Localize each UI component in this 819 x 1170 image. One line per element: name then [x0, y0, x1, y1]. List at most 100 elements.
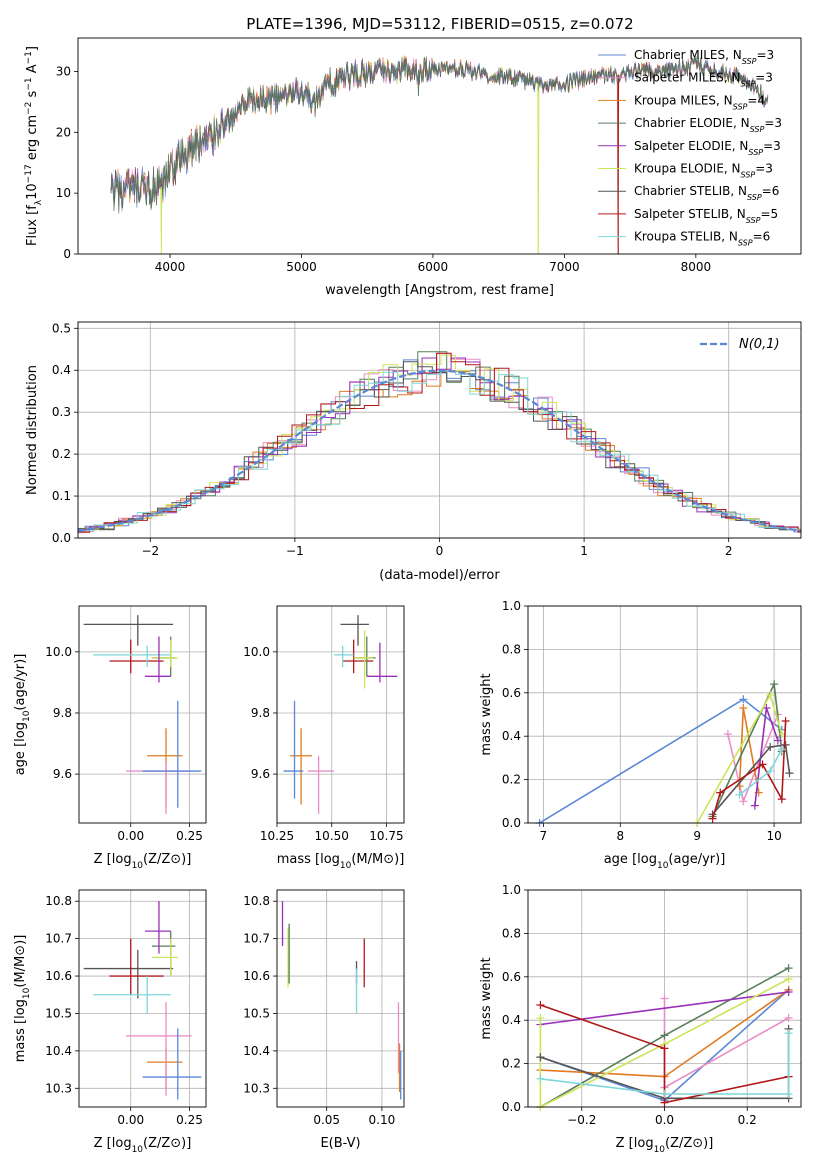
label-part: −1: [24, 51, 34, 64]
series-point: [784, 974, 793, 983]
x-tick-label: 10: [766, 829, 781, 843]
y-axis-label: Normed distribution: [25, 365, 40, 495]
series-point: [766, 766, 775, 775]
series-point: [766, 743, 775, 752]
legend-model: Salpeter STELIB, N: [634, 207, 746, 221]
series-point: [773, 736, 782, 745]
series-point: [784, 1029, 793, 1038]
label-part: 10: [654, 1145, 666, 1155]
series-point: [784, 964, 793, 973]
x-tick-label: −2: [141, 544, 159, 558]
legend-sub: SSP: [750, 125, 765, 134]
label-part: s: [25, 90, 40, 101]
legend-entry: Kroupa MILES, NSSP=4: [634, 93, 765, 111]
series-point: [536, 1001, 545, 1010]
series-line-chabrier-stelib: [711, 743, 791, 815]
label-part: Z [log: [616, 1136, 654, 1151]
x-tick-label: 6000: [418, 260, 449, 274]
spectrum-line-chabrier-elodie: [110, 56, 769, 214]
legend-sub: SSP: [742, 57, 757, 66]
series-point: [716, 788, 725, 797]
legend-sub: SSP: [733, 102, 748, 111]
x-tick-label: 0.2: [738, 1113, 757, 1127]
series-point: [777, 795, 786, 804]
y-axis-label: age [log10(age/yr)]: [13, 654, 32, 776]
x-tick-label: 10.75: [369, 829, 403, 843]
axes-frame: [527, 889, 802, 1108]
legend-sub: SSP: [741, 79, 756, 88]
x-tick-label: 4000: [155, 260, 186, 274]
x-axis-label: (data-model)/error: [379, 568, 500, 583]
x-tick-label: 0.10: [369, 1113, 396, 1127]
series-point: [781, 740, 790, 749]
y-tick-label: 10.3: [45, 1081, 72, 1095]
legend-nssp: =3: [756, 48, 774, 62]
label-part: mass [log: [277, 852, 340, 867]
label-part: (Z/Z⊙)]: [665, 1136, 713, 1151]
series-point: [750, 801, 759, 810]
y-tick-label: 10.4: [243, 1044, 270, 1058]
y-tick-label: 10: [56, 186, 71, 200]
legend-nssp: =3: [763, 139, 781, 153]
series-point: [660, 1089, 669, 1098]
y-tick-label: 10.8: [45, 894, 72, 908]
label-part: −1: [24, 77, 34, 90]
label-part: (M/M⊙)]: [351, 852, 404, 867]
legend-model: Kroupa ELODIE, N: [634, 162, 741, 176]
y-tick-label: 0.4: [502, 729, 521, 743]
spectrum-panel: 4000 5000 6000 7000 8000 0 10 20 30 wavelength [A…: [24, 37, 802, 298]
spectrum-line-salpeter-stelib: [110, 55, 769, 254]
axes-frame: [527, 605, 802, 824]
legend-entry: Chabrier STELIB, NSSP=6: [634, 184, 779, 202]
y-tick-label: 0.2: [52, 447, 71, 461]
x-axis-label: mass [log10(M/M⊙)]: [277, 852, 405, 871]
label-part: A: [25, 64, 40, 77]
y-tick-label: 10.7: [45, 932, 72, 946]
legend-nssp: =6: [762, 184, 780, 198]
x-tick-label: 0.00: [117, 829, 144, 843]
series-point: [536, 1053, 545, 1062]
label-part: 10: [22, 987, 32, 999]
y-tick-label: 0.0: [502, 816, 521, 830]
residuals-panel: −2 −1 0 1 2 0.0 0.1 0.2 0.3 0.4 0.5 (data-model)/er…: [25, 321, 802, 583]
x-tick-label: 8000: [681, 260, 712, 274]
legend-nssp: =4: [747, 93, 765, 107]
histogram-salpeter-stelib: [78, 352, 801, 533]
legend-nssp: =5: [760, 207, 778, 221]
x-tick-label: 0.05: [313, 1113, 340, 1127]
legend-model: Chabrier STELIB, N: [634, 184, 747, 198]
y-tick-label: 10.7: [243, 932, 270, 946]
legend-model: Kroupa STELIB, N: [634, 230, 738, 244]
x-axis-label: Z [log10(Z/Z⊙)]: [94, 1136, 192, 1155]
series-point: [660, 994, 669, 1003]
legend-sub: SSP: [746, 215, 761, 224]
y-tick-label: 9.6: [53, 767, 72, 781]
label-part: (Z/Z⊙)]: [143, 852, 191, 867]
x-tick-label: 10.25: [260, 829, 294, 843]
axes-frame: [276, 889, 405, 1108]
y-axis-label: Flux [fλ10−17 erg cm−2 s−1 A−1]: [24, 46, 44, 246]
legend-nssp: =3: [755, 71, 773, 85]
y-tick-label: 1.0: [502, 883, 521, 897]
series-point: [536, 1074, 545, 1083]
y-axis-label: mass weight: [479, 957, 494, 1039]
y-tick-label: 0.4: [52, 363, 71, 377]
age-vs-mass-panel: 10.25 10.50 10.75 9.6 9.8 10.0 mass [log10(M/M…: [243, 605, 405, 871]
y-tick-label: 9.8: [53, 706, 72, 720]
legend-entry: Chabrier MILES, NSSP=3: [634, 48, 774, 66]
x-tick-label: 0.25: [176, 829, 203, 843]
series-point: [723, 730, 732, 739]
label-part: 10: [22, 710, 32, 722]
legend-entry: Salpeter STELIB, NSSP=5: [634, 207, 778, 225]
y-axis-label: mass [log10(M/M⊙)]: [13, 935, 32, 1063]
y-axis-label: mass weight: [479, 673, 494, 755]
x-tick-label: 7000: [549, 260, 580, 274]
legend-normal-label: N(0,1): [739, 337, 780, 352]
legend-sub: SSP: [741, 170, 756, 179]
y-tick-label: 20: [56, 125, 71, 139]
series-point: [777, 745, 786, 754]
series-line-kroupa-elodie: [539, 978, 789, 1107]
y-tick-label: 30: [56, 64, 71, 78]
